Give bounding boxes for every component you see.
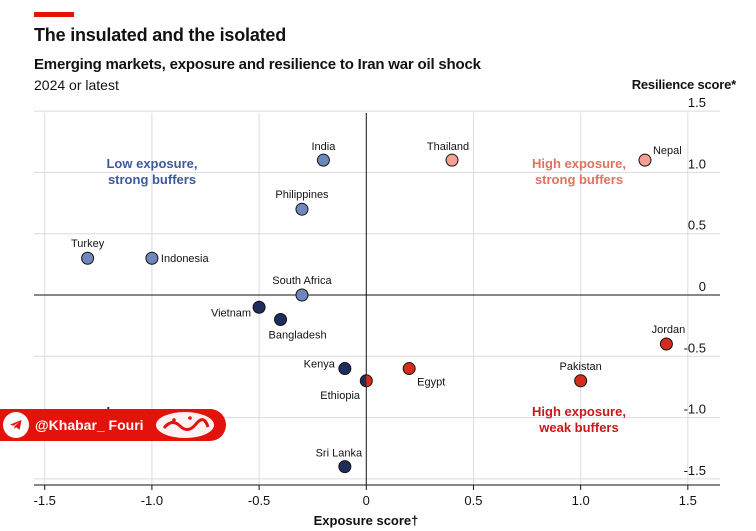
point-egypt bbox=[402, 362, 416, 376]
point-half-right bbox=[366, 374, 373, 387]
point-label: Thailand bbox=[427, 141, 469, 153]
y-tick-label: 1.5 bbox=[688, 95, 706, 110]
chart-subtitle: Emerging markets, exposure and resilienc… bbox=[34, 56, 481, 73]
point-vietnam bbox=[252, 300, 266, 314]
chart-note: 2024 or latest bbox=[34, 77, 119, 93]
point-ethiopia bbox=[359, 374, 373, 388]
x-tick-label: 1.0 bbox=[572, 493, 590, 508]
point-india bbox=[316, 153, 330, 167]
x-tick-label: 0 bbox=[363, 493, 370, 508]
watermark-handle: @Khabar_ Fouri bbox=[35, 417, 144, 433]
point-kenya bbox=[338, 362, 352, 376]
y-tick-label: -0.5 bbox=[684, 340, 706, 355]
y-axis-label: Resilience score* bbox=[631, 77, 736, 92]
axes bbox=[34, 113, 720, 490]
y-tick-label: 0 bbox=[699, 279, 706, 294]
point-label: Kenya bbox=[304, 359, 336, 371]
point-jordan bbox=[659, 337, 673, 351]
point-south-africa bbox=[295, 288, 309, 302]
quadrant-label: strong buffers bbox=[108, 172, 196, 187]
y-tick-label: -1.0 bbox=[684, 402, 706, 417]
point-outline bbox=[359, 374, 373, 388]
point-label: Vietnam bbox=[211, 307, 251, 319]
y-tick-label: 1.0 bbox=[688, 156, 706, 171]
telegram-icon bbox=[3, 412, 29, 438]
point-pakistan bbox=[574, 374, 588, 388]
point-label: Ethiopia bbox=[320, 390, 361, 402]
x-tick-label: 1.5 bbox=[679, 493, 697, 508]
quadrant-label: weak buffers bbox=[538, 420, 618, 435]
quadrant-label: High exposure, bbox=[532, 156, 626, 171]
accent-bar bbox=[34, 12, 74, 17]
point-label: Turkey bbox=[71, 238, 105, 250]
x-tick-label: -1.5 bbox=[34, 493, 56, 508]
point-label: Bangladesh bbox=[269, 330, 327, 342]
point-half-left bbox=[360, 374, 367, 387]
point-label: Jordan bbox=[652, 324, 686, 336]
x-tick-label: 0.5 bbox=[464, 493, 482, 508]
point-sri-lanka bbox=[338, 460, 352, 474]
chart-title: The insulated and the isolated bbox=[34, 25, 287, 45]
point-label: Egypt bbox=[417, 377, 445, 389]
fouri-logo-icon bbox=[155, 412, 214, 438]
point-label: Philippines bbox=[275, 189, 329, 201]
quadrant-label: Low exposure, bbox=[106, 156, 197, 171]
point-label: India bbox=[311, 141, 336, 153]
point-label: Pakistan bbox=[560, 361, 602, 373]
point-thailand bbox=[445, 153, 459, 167]
y-tick-label: 0.5 bbox=[688, 218, 706, 233]
point-label: Indonesia bbox=[161, 253, 210, 265]
point-philippines bbox=[295, 202, 309, 216]
tick-labels: 1.5 1.0 0.5 0 -0.5 -1.0 -1.5 -1.5 -1.0 -0.5 0 0.5 1.… bbox=[34, 95, 706, 508]
x-axis-label: Exposure score† bbox=[314, 513, 419, 528]
y-tick-label: -1.5 bbox=[684, 463, 706, 478]
point-label: South Africa bbox=[272, 275, 332, 287]
point-turkey bbox=[81, 251, 95, 265]
point-label: Nepal bbox=[653, 145, 682, 157]
x-tick-label: -1.0 bbox=[141, 493, 163, 508]
point-nepal bbox=[638, 153, 652, 167]
x-tick-label: -0.5 bbox=[248, 493, 270, 508]
quadrant-label: strong buffers bbox=[535, 172, 623, 187]
point-label: Sri Lanka bbox=[316, 448, 363, 460]
data-points: India Thailand Nepal Philippines Turkey Indon… bbox=[71, 141, 686, 474]
point-bangladesh bbox=[274, 313, 288, 327]
point-indonesia bbox=[145, 251, 159, 265]
quadrant-label: High exposure, bbox=[532, 404, 626, 419]
watermark-banner: @Khabar_ Fouri bbox=[0, 409, 226, 441]
